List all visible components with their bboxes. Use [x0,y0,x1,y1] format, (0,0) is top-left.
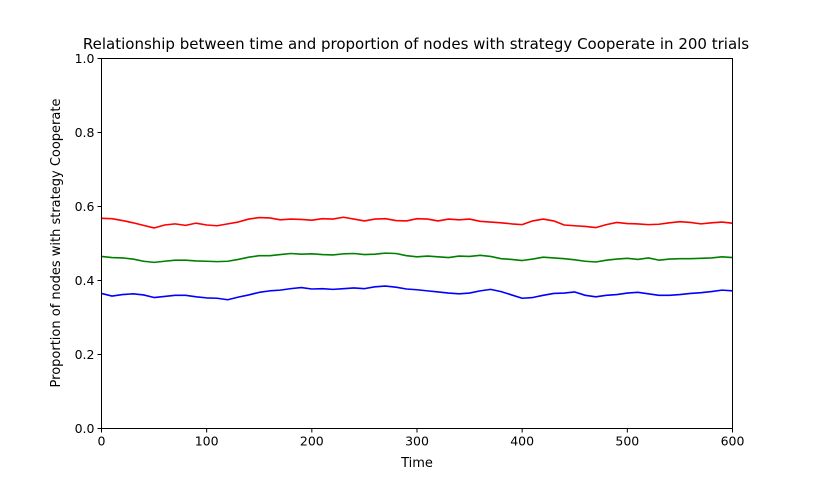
plot-area [101,58,733,429]
chart-title: Relationship between time and proportion… [83,35,749,53]
x-axis-label: Time [400,456,433,471]
x-tick-label: 300 [405,434,429,449]
y-axis-label: Proportion of nodes with strategy Cooper… [49,99,64,388]
series-line-3 [101,285,733,301]
y-tick-label: 0.4 [75,273,95,288]
y-axis: 0.0 0.2 0.4 0.6 0.8 1.0 [75,51,102,436]
series-line-1 [101,216,733,229]
series-layer [101,216,733,301]
y-tick-label: 0.8 [75,125,95,140]
series-line-2 [101,252,733,264]
x-tick-label: 100 [195,434,219,449]
x-axis: 0 100 200 300 400 500 600 [98,428,745,449]
x-tick-label: 600 [721,434,745,449]
x-tick-label: 500 [615,434,639,449]
y-tick-label: 0.2 [75,347,95,362]
y-tick-label: 0.6 [75,199,95,214]
x-tick-label: 400 [510,434,534,449]
y-tick-label: 1.0 [75,51,95,66]
y-tick-label: 0.0 [75,421,95,436]
x-tick-label: 200 [300,434,324,449]
x-tick-label: 0 [98,434,106,449]
